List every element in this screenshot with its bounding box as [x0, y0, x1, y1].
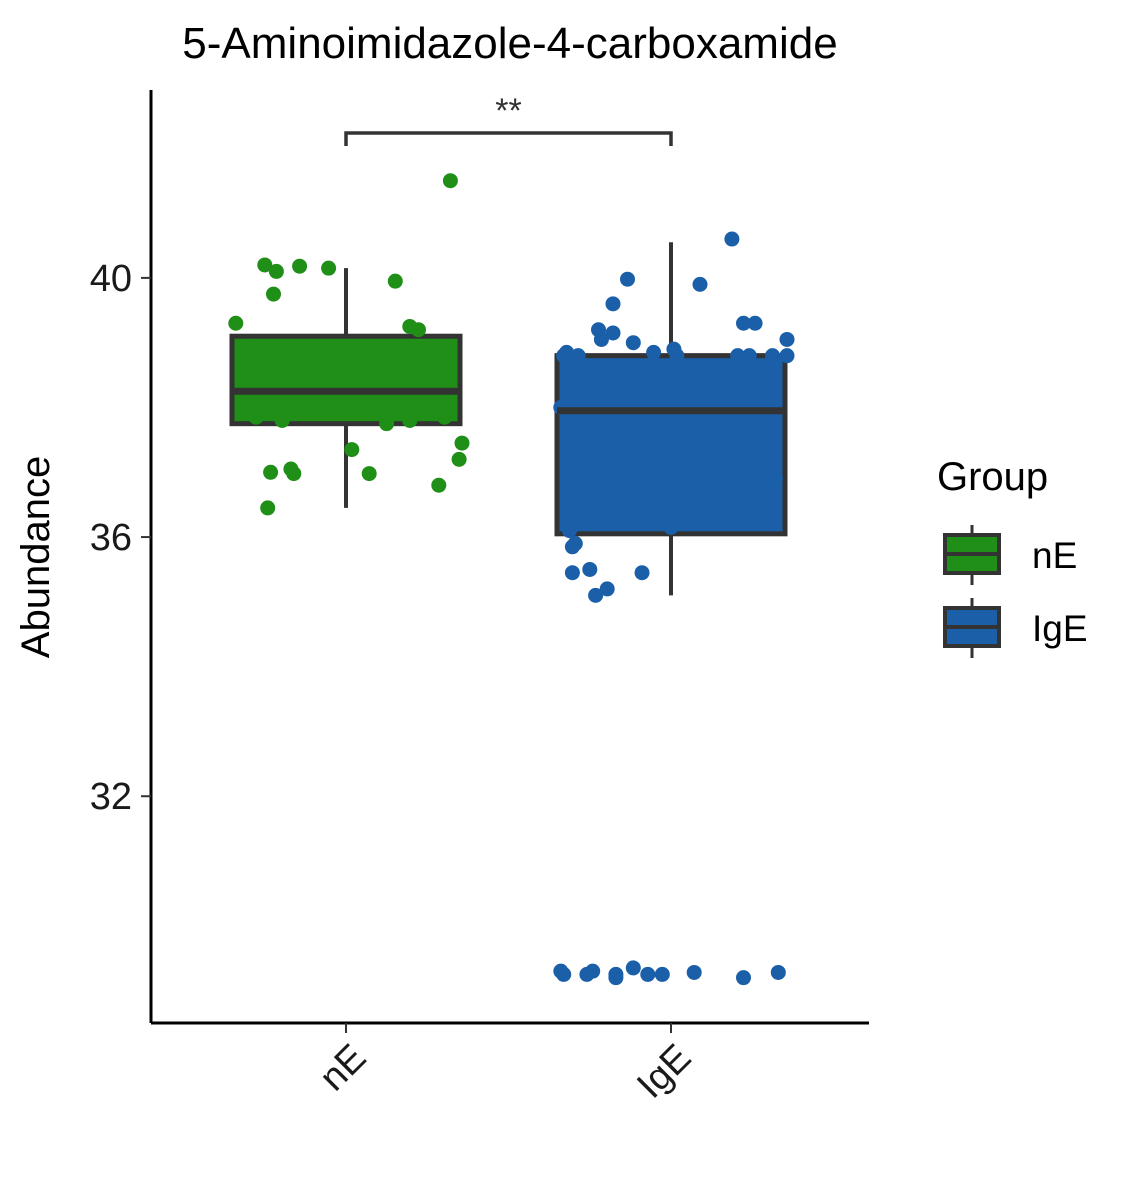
point-ne	[321, 351, 337, 367]
point-ne	[361, 466, 377, 482]
chart-title: 5-Aminoimidazole-4-carboxamide	[182, 19, 837, 68]
x-tick-label-ige: IgE	[629, 1037, 699, 1107]
point-ige	[599, 581, 615, 597]
point-ne	[266, 286, 281, 302]
point-ne	[228, 315, 244, 331]
point-ne	[332, 393, 348, 409]
x-tick-label-ne: nE	[312, 1037, 375, 1100]
legend-key-ne	[943, 525, 1001, 585]
point-ige	[654, 966, 670, 982]
point-ne	[382, 374, 397, 390]
point-ne	[454, 435, 470, 451]
point-ne	[268, 263, 284, 279]
point-ne	[292, 258, 308, 274]
point-ne	[440, 403, 455, 419]
legend: Group nE IgE	[937, 455, 1088, 658]
point-ige	[767, 471, 783, 487]
data-points	[228, 173, 795, 986]
y-tick-label: 36	[90, 517, 132, 559]
point-ne	[402, 412, 418, 428]
point-ne	[274, 412, 290, 428]
legend-title: Group	[937, 455, 1048, 499]
significance-line	[344, 131, 673, 146]
point-ne	[451, 451, 467, 467]
point-ige	[730, 348, 746, 364]
point-ne	[373, 354, 389, 370]
box-ige	[554, 353, 788, 537]
point-ige	[640, 966, 656, 982]
point-ne	[332, 370, 348, 386]
point-ige	[625, 335, 641, 351]
significance-label: **	[495, 92, 521, 130]
point-ige	[585, 963, 601, 979]
point-ne	[431, 477, 447, 493]
point-ne	[344, 442, 360, 458]
point-ne	[416, 351, 432, 367]
point-ne	[387, 273, 403, 289]
point-ige	[770, 964, 786, 980]
point-ne	[442, 173, 458, 189]
y-axis-title: Abundance	[14, 456, 58, 658]
y-tick-label: 32	[90, 776, 132, 818]
point-ige	[556, 966, 572, 982]
point-ne	[379, 416, 395, 432]
point-ne	[321, 260, 337, 276]
point-ne	[411, 322, 426, 338]
point-ne	[405, 370, 421, 386]
point-ige	[582, 561, 598, 577]
significance-bracket: **	[344, 92, 673, 146]
point-ige	[663, 519, 679, 535]
point-ige	[736, 315, 751, 331]
point-ne	[242, 341, 258, 357]
point-ige	[564, 565, 580, 581]
point-ige	[588, 587, 604, 603]
point-ige	[686, 964, 702, 980]
point-ige	[593, 331, 609, 347]
point-ige	[605, 296, 621, 312]
point-ige	[605, 325, 621, 341]
legend-key-ige	[943, 598, 1001, 658]
point-ige	[724, 231, 740, 247]
point-ne	[419, 374, 435, 390]
y-tick-label: 40	[90, 258, 132, 300]
point-ige	[779, 331, 795, 347]
legend-label-ige: IgE	[1032, 608, 1088, 649]
point-ige	[646, 344, 662, 360]
point-ne	[254, 354, 270, 370]
point-ne	[286, 466, 302, 482]
point-ige	[765, 348, 780, 364]
point-ne	[257, 257, 273, 273]
point-ige	[669, 348, 685, 364]
point-ige	[779, 348, 795, 364]
point-ige	[741, 348, 757, 364]
point-ige	[692, 276, 708, 292]
point-ne	[434, 348, 450, 364]
y-axis-ticks: 32 36 40	[90, 258, 151, 818]
point-ige	[634, 565, 650, 581]
point-ige	[625, 960, 641, 976]
point-ne	[237, 370, 252, 386]
x-axis-ticks: nE IgE	[312, 1023, 699, 1107]
point-ige	[620, 271, 635, 287]
point-ne	[263, 464, 279, 480]
point-ige	[567, 536, 583, 552]
point-ne	[297, 361, 313, 377]
point-ige	[562, 523, 577, 539]
point-ne	[393, 357, 409, 373]
point-ne	[260, 500, 276, 516]
boxplots	[229, 242, 788, 596]
legend-label-ne: nE	[1032, 535, 1077, 576]
point-ne	[286, 374, 302, 390]
point-ne	[248, 409, 264, 425]
point-ige	[736, 970, 751, 986]
point-ige	[747, 315, 763, 331]
point-ne	[347, 364, 363, 380]
point-ige	[562, 354, 577, 370]
point-ige	[608, 970, 624, 986]
point-ne	[274, 348, 290, 364]
